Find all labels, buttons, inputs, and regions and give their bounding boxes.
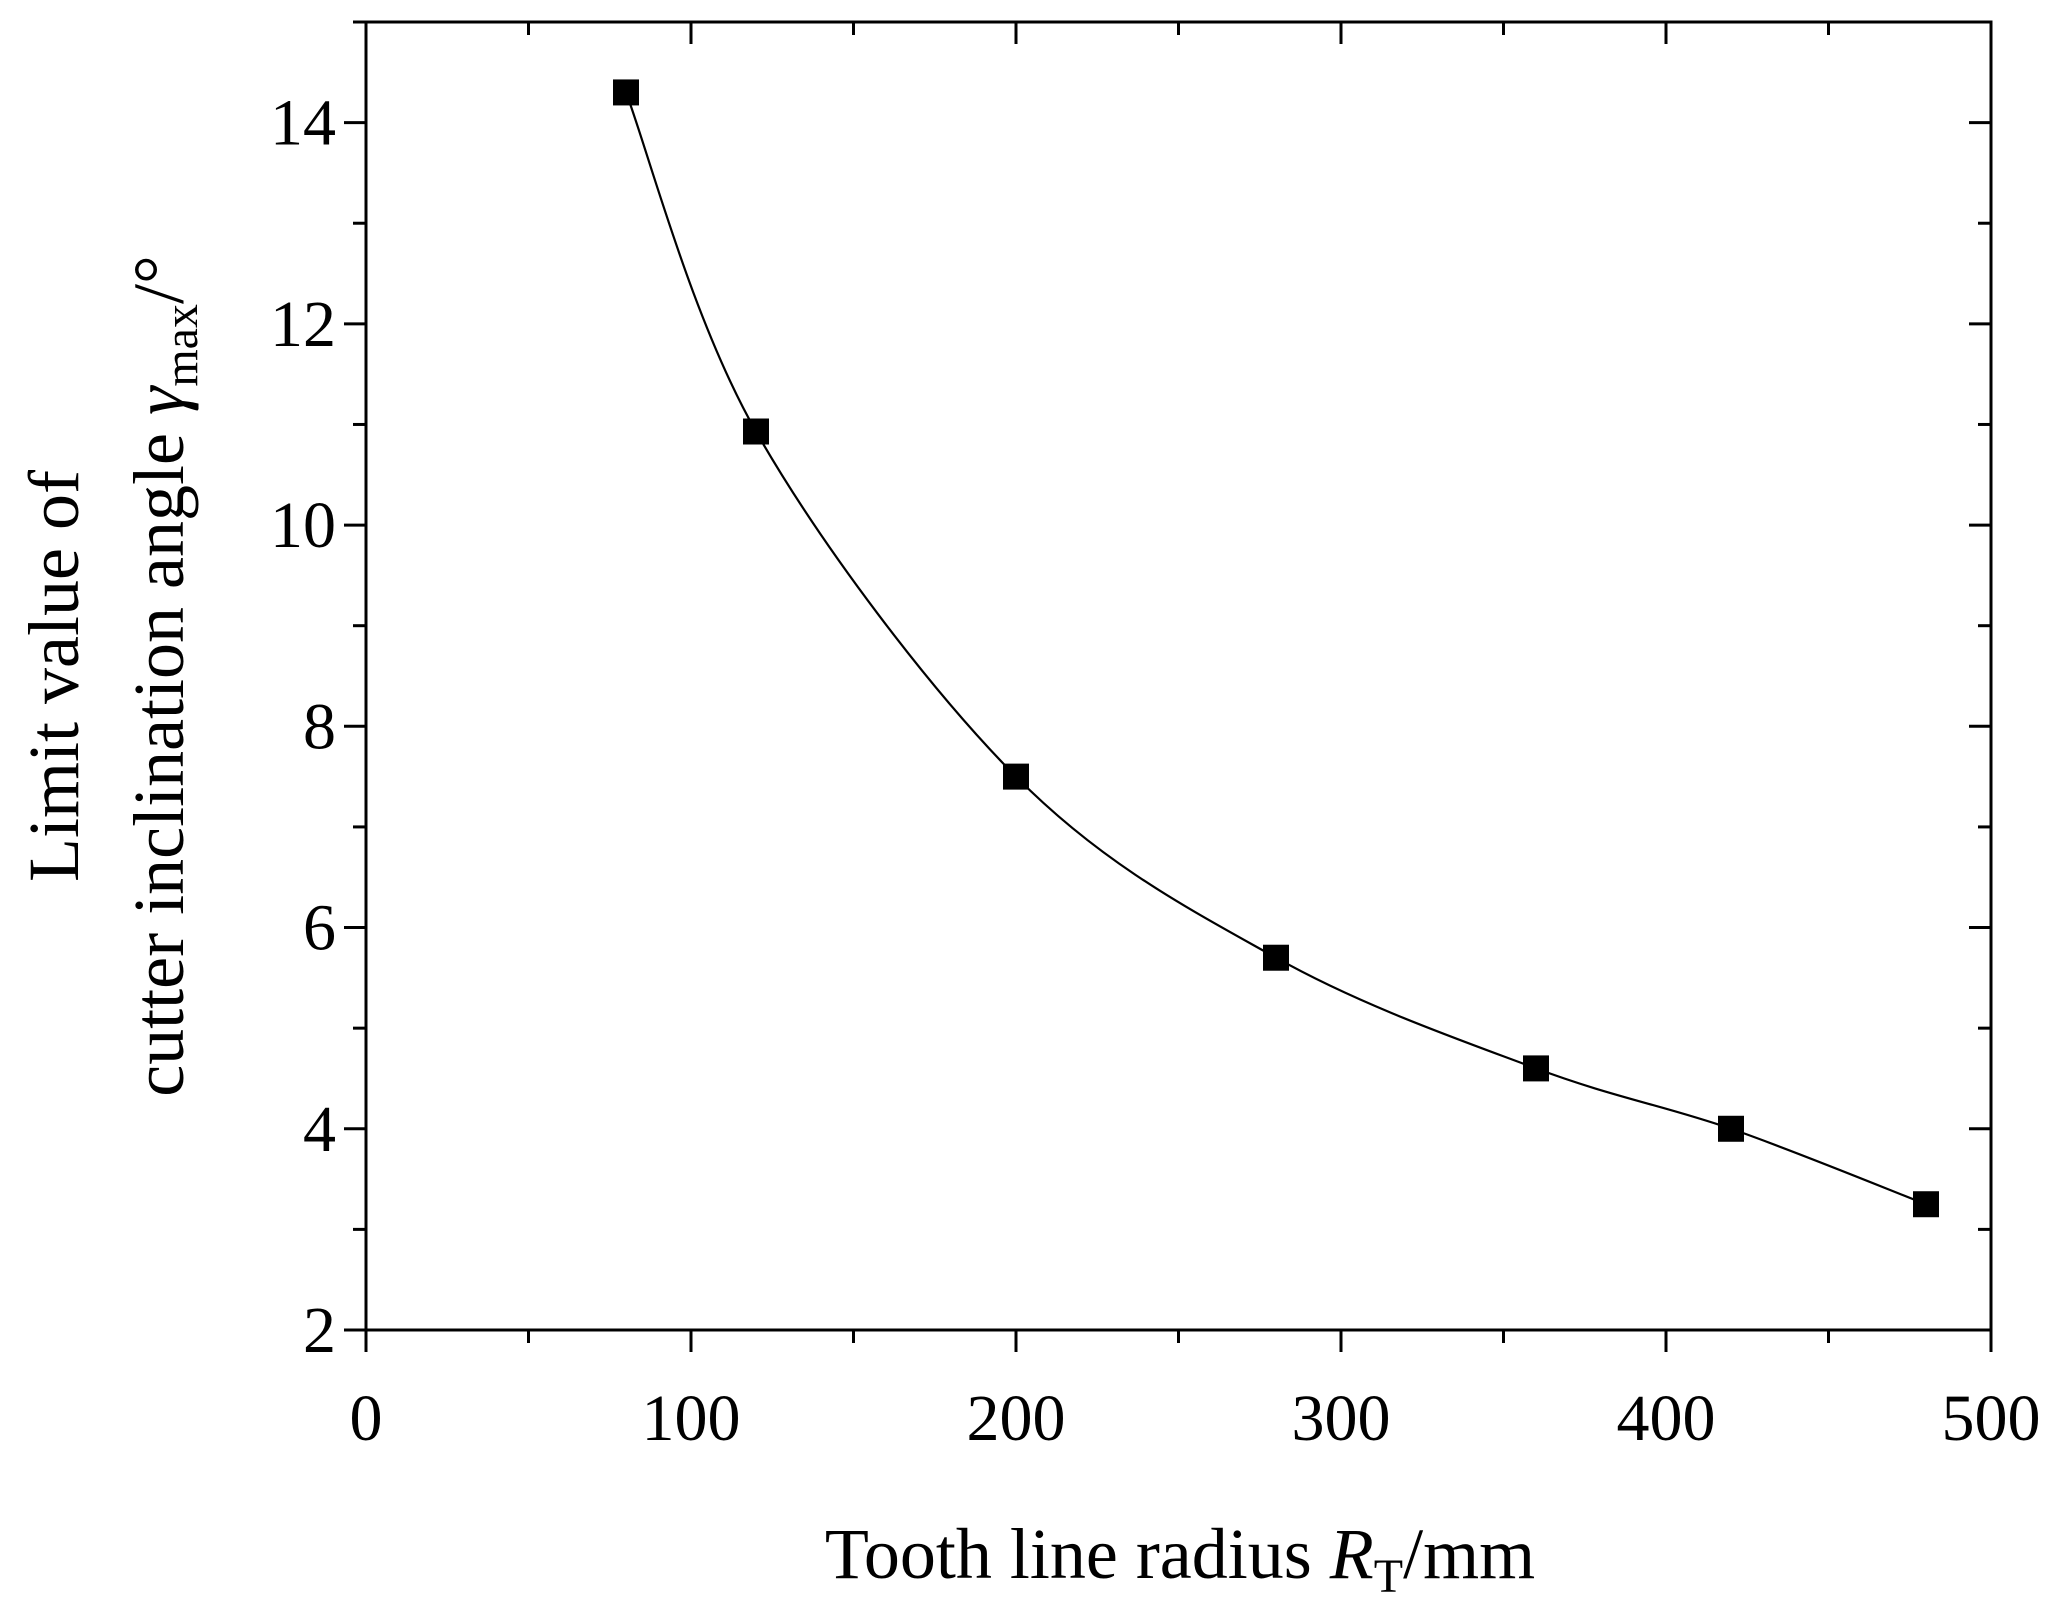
y-tick-label: 10 xyxy=(270,489,336,562)
x-tick-label: 500 xyxy=(1942,1382,2041,1455)
data-point xyxy=(1718,1115,1744,1142)
y-axis-title: Limit value of cutter inclination angle … xyxy=(14,255,208,1097)
data-point xyxy=(1523,1055,1549,1082)
data-point xyxy=(743,418,769,445)
y-tick-label: 6 xyxy=(303,892,336,965)
x-tick-label: 300 xyxy=(1292,1382,1391,1455)
y-tick-label: 4 xyxy=(303,1093,336,1166)
y-axis-title-line2: cutter inclination angle γmax/° xyxy=(119,255,208,1097)
x-tick-label: 200 xyxy=(967,1382,1066,1455)
data-point xyxy=(1003,763,1029,790)
y-tick-label: 2 xyxy=(303,1294,336,1367)
x-axis-title: Tooth line radius RT/mm xyxy=(825,1514,1535,1603)
x-tick-label: 400 xyxy=(1617,1382,1716,1455)
y-tick-label: 12 xyxy=(270,288,336,361)
x-tick-label: 100 xyxy=(642,1382,741,1455)
fit-curve xyxy=(624,92,1927,1206)
y-axis-title-line1: Limit value of xyxy=(14,470,94,882)
axis-tick-labels: 0 100 200 300 400 500 2 4 6 8 10 12 14 xyxy=(270,87,2041,1455)
data-point xyxy=(613,79,639,106)
y-tick-label: 14 xyxy=(270,87,336,160)
x-tick-label: 0 xyxy=(350,1382,383,1455)
y-tick-label: 8 xyxy=(303,690,336,763)
data-point xyxy=(1263,944,1289,971)
axis-ticks xyxy=(344,20,1993,1352)
data-points xyxy=(613,79,1939,1218)
data-point xyxy=(1913,1191,1939,1218)
